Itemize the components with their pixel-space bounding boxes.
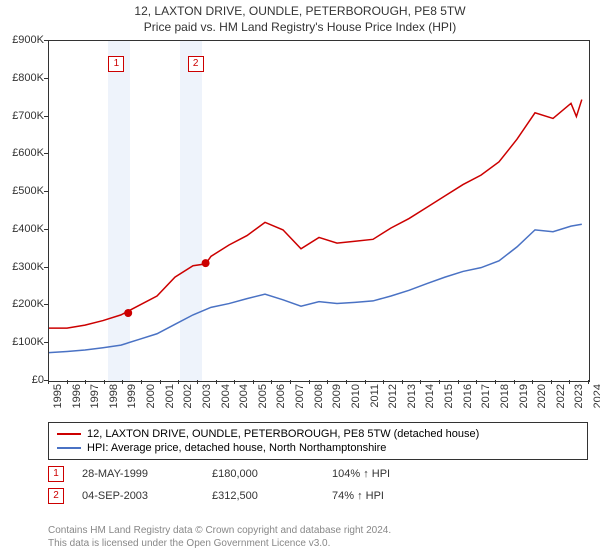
x-tick-label: 2015 [443,384,455,408]
y-tick-label: £800K [0,72,44,84]
x-tick-label: 2006 [275,384,287,408]
series-hpi [49,224,582,352]
sale-date: 04-SEP-2003 [82,490,212,502]
marker-dot [124,309,132,317]
x-tick-label: 2008 [313,384,325,408]
sale-row: 2 04-SEP-2003£312,50074% ↑ HPI [48,488,588,504]
y-tick-label: £100K [0,336,44,348]
sale-row: 1 28-MAY-1999£180,000104% ↑ HPI [48,466,588,482]
x-tick-label: 2013 [406,384,418,408]
legend-label: HPI: Average price, detached house, Nort… [87,442,386,454]
sale-price: £180,000 [212,468,332,480]
sale-date: 28-MAY-1999 [82,468,212,480]
chart-title-1: 12, LAXTON DRIVE, OUNDLE, PETERBOROUGH, … [0,0,600,18]
y-tick-label: £500K [0,185,44,197]
x-tick-label: 2003 [201,384,213,408]
marker-ref: 2 [48,488,64,504]
y-tick-label: £600K [0,147,44,159]
x-tick-label: 2000 [145,384,157,408]
x-tick-label: 2010 [350,384,362,408]
legend: 12, LAXTON DRIVE, OUNDLE, PETERBOROUGH, … [48,422,588,460]
x-tick-label: 2024 [592,384,600,408]
x-tick-label: 1999 [126,384,138,408]
x-tick-label: 2009 [331,384,343,408]
x-tick-label: 2022 [555,384,567,408]
footer: Contains HM Land Registry data © Crown c… [48,524,391,550]
x-tick-label: 1995 [52,384,64,408]
x-tick-label: 2012 [387,384,399,408]
series-price_paid [49,100,582,329]
x-tick-label: 2017 [480,384,492,408]
legend-item: 12, LAXTON DRIVE, OUNDLE, PETERBOROUGH, … [57,427,579,441]
marker-ref: 1 [48,466,64,482]
legend-swatch [57,433,81,435]
x-tick-label: 2019 [518,384,530,408]
y-tick-label: £300K [0,261,44,273]
legend-label: 12, LAXTON DRIVE, OUNDLE, PETERBOROUGH, … [87,428,479,440]
x-tick-label: 1996 [71,384,83,408]
legend-item: HPI: Average price, detached house, Nort… [57,441,579,455]
x-tick-label: 2016 [462,384,474,408]
footer-line: This data is licensed under the Open Gov… [48,537,391,550]
x-tick-label: 2001 [164,384,176,408]
chart-title-2: Price paid vs. HM Land Registry's House … [0,18,600,34]
x-tick-label: 2018 [499,384,511,408]
sale-price: £312,500 [212,490,332,502]
sale-vs-hpi: 74% ↑ HPI [332,490,452,502]
x-tick-label: 2005 [257,384,269,408]
y-tick-label: £0 [0,374,44,386]
marker-dot [202,259,210,267]
y-tick-label: £400K [0,223,44,235]
sale-vs-hpi: 104% ↑ HPI [332,468,452,480]
x-tick-label: 2004 [220,384,232,408]
y-tick-label: £700K [0,110,44,122]
marker-flag: 1 [108,56,124,72]
marker-flag: 2 [188,56,204,72]
footer-line: Contains HM Land Registry data © Crown c… [48,524,391,537]
x-tick-label: 1997 [89,384,101,408]
x-tick-label: 2023 [573,384,585,408]
x-tick-label: 2007 [294,384,306,408]
y-tick-label: £200K [0,298,44,310]
x-tick-label: 2004 [238,384,250,408]
x-tick-label: 2020 [536,384,548,408]
x-tick-label: 2011 [369,384,381,408]
y-tick-label: £900K [0,34,44,46]
x-tick-label: 1998 [108,384,120,408]
x-tick-label: 2014 [424,384,436,408]
legend-swatch [57,447,81,449]
x-tick-label: 2002 [182,384,194,408]
